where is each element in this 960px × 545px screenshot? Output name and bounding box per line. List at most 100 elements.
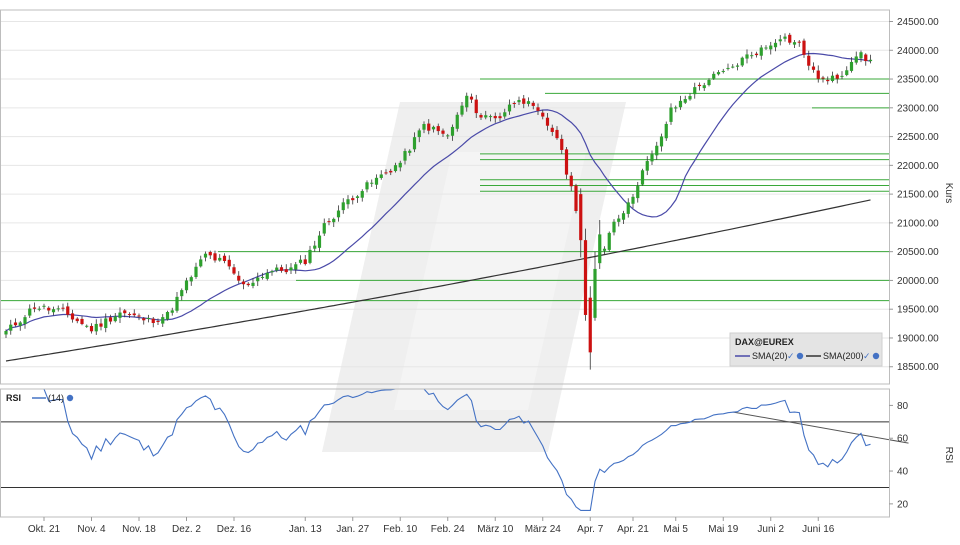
- candle-body: [18, 322, 22, 326]
- rsi-trendline: [732, 411, 909, 444]
- legend-sma20-globe-icon[interactable]: [796, 352, 804, 360]
- candle-body: [156, 320, 160, 322]
- candle-body: [531, 102, 535, 106]
- x-tick-label: März 24: [525, 524, 562, 535]
- candle-body: [327, 221, 331, 223]
- candle-body: [408, 150, 412, 153]
- candle-body: [355, 196, 360, 198]
- candle-body: [450, 126, 455, 136]
- candle-body: [593, 268, 597, 318]
- candle-body: [412, 137, 417, 150]
- candle-body: [246, 283, 250, 286]
- candle-body: [170, 310, 174, 313]
- legend-sma200-label: SMA(200): [823, 351, 864, 361]
- candle-body: [493, 115, 497, 119]
- candle-body: [142, 318, 146, 321]
- candle-body: [830, 75, 835, 82]
- candle-body: [289, 267, 293, 271]
- candle-body: [664, 123, 668, 139]
- candle-body: [222, 255, 227, 262]
- candle-body: [574, 185, 578, 212]
- candle-body: [617, 218, 621, 222]
- candle-body: [431, 126, 436, 130]
- candle-body: [213, 253, 217, 261]
- rsi-line: [10, 388, 871, 511]
- candle-body: [146, 317, 151, 319]
- candle-body: [180, 290, 184, 297]
- candle-body: [422, 124, 426, 130]
- candle-body: [640, 170, 645, 185]
- candle-body: [645, 161, 649, 171]
- rsi-globe-icon[interactable]: [66, 394, 74, 402]
- candle-body: [436, 126, 440, 132]
- candle-body: [165, 312, 170, 320]
- candle-body: [816, 70, 820, 79]
- candle-body: [298, 259, 303, 263]
- candle-body: [569, 175, 573, 187]
- candle-body: [80, 318, 84, 325]
- price-tick-label: 22500.00: [897, 132, 939, 143]
- candle-body: [678, 100, 683, 108]
- candle-body: [393, 165, 398, 172]
- candle-body: [712, 73, 716, 79]
- candle-body: [241, 281, 246, 285]
- candle-body: [184, 280, 189, 291]
- candle-body: [488, 116, 493, 118]
- x-tick-label: Dez. 16: [217, 524, 252, 535]
- candle-body: [403, 151, 407, 161]
- candle-body: [94, 323, 98, 332]
- candle-body: [379, 174, 383, 178]
- candle-body: [792, 42, 797, 45]
- candle-body: [864, 54, 868, 62]
- candle-body: [840, 75, 844, 77]
- candle-body: [560, 138, 564, 150]
- candle-body: [536, 107, 540, 111]
- candle-body: [811, 66, 816, 70]
- legend-sma20-label: SMA(20): [752, 351, 788, 361]
- rsi-path: [10, 388, 871, 511]
- candle-body: [417, 130, 421, 138]
- watermark-shape: [322, 102, 626, 452]
- candle-body: [769, 45, 773, 50]
- candle-body: [346, 199, 350, 205]
- sma20-path: [5, 52, 871, 332]
- candle-body: [303, 259, 307, 265]
- candle-body: [484, 115, 488, 118]
- legend-box: [729, 332, 883, 367]
- candle-body: [365, 182, 369, 190]
- price-tick-label: 23500.00: [897, 75, 939, 86]
- candle-body: [740, 57, 744, 66]
- candle-body: [512, 102, 516, 104]
- candle-body: [821, 77, 825, 79]
- rsi-tick-label: 60: [897, 434, 909, 445]
- legend-sma20-check-icon[interactable]: ✓: [787, 351, 795, 361]
- candle-body: [555, 129, 559, 139]
- candle-body: [308, 249, 312, 263]
- candle-body: [370, 182, 374, 184]
- candle-body: [522, 98, 526, 104]
- x-tick-label: Nov. 18: [122, 524, 156, 535]
- price-tick-label: 23000.00: [897, 103, 939, 114]
- candle-body: [123, 310, 127, 314]
- candle-body: [707, 80, 711, 86]
- candle-body: [693, 87, 697, 95]
- x-tick-label: Juni 16: [802, 524, 835, 535]
- candle-body: [151, 318, 155, 323]
- candle-body: [275, 267, 279, 271]
- candle-body: [626, 202, 630, 214]
- price-tick-label: 24500.00: [897, 17, 939, 28]
- candle-body: [89, 325, 94, 332]
- x-tick-label: Nov. 4: [77, 524, 106, 535]
- candle-body: [104, 318, 108, 328]
- rsi-header: RSI (14): [6, 393, 74, 403]
- rsi-tick-label: 80: [897, 401, 909, 412]
- candle-body: [683, 99, 687, 103]
- legend-sma200-check-icon[interactable]: ✓: [863, 351, 871, 361]
- candle-body: [498, 116, 502, 119]
- candle-body: [194, 266, 198, 278]
- candle-body: [23, 317, 27, 324]
- candle-body: [507, 104, 512, 112]
- legend-sma200-globe-icon[interactable]: [872, 352, 880, 360]
- candle-body: [4, 331, 8, 335]
